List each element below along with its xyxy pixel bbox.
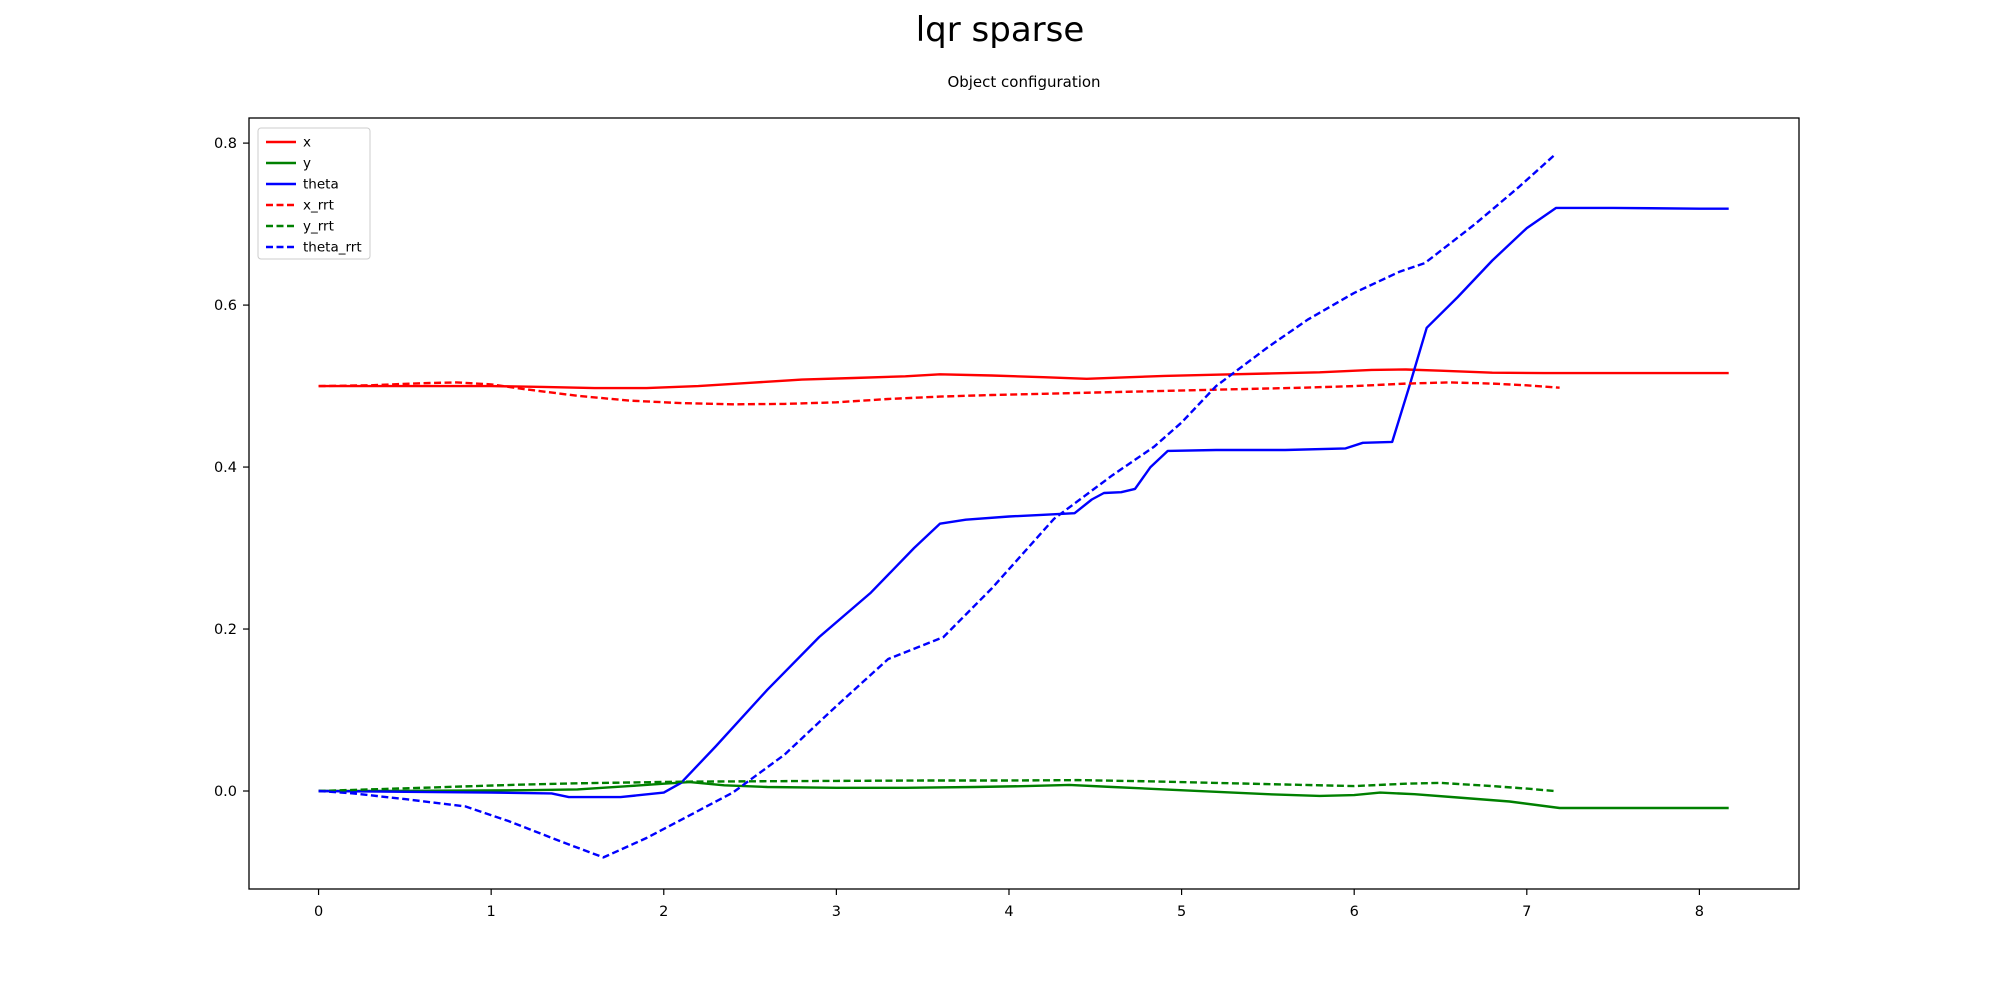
- y-tick-label: 0.4: [214, 460, 237, 476]
- series-line-theta: [318, 206, 1729, 799]
- series-line-theta_rrt: [318, 152, 1557, 859]
- figure-title: lqr sparse: [915, 10, 1085, 50]
- x-tick-label: 4: [1004, 904, 1013, 920]
- series-line-y_rrt: [318, 778, 1555, 793]
- x-tick-label: 7: [1522, 904, 1531, 920]
- legend-label-y: y: [303, 156, 311, 172]
- x-tick-label: 5: [1177, 904, 1186, 920]
- x-tick-label: 0: [314, 904, 323, 920]
- series-line-x: [318, 368, 1729, 390]
- x-tick-label: 3: [832, 904, 841, 920]
- y-tick-label: 0.6: [214, 298, 237, 314]
- y-tick-label: 0.0: [214, 784, 237, 800]
- legend-label-theta_rrt: theta_rrt: [303, 240, 362, 256]
- legend-label-x_rrt: x_rrt: [303, 198, 334, 214]
- x-tick-label: 6: [1350, 904, 1359, 920]
- y-tick-label: 0.2: [214, 622, 237, 638]
- y-tick-label: 0.8: [214, 136, 237, 152]
- legend-label-theta: theta: [303, 177, 339, 193]
- series-line-x_rrt: [318, 381, 1560, 406]
- legend-box: [257, 127, 371, 260]
- x-tick-label: 8: [1695, 904, 1704, 920]
- axes-frame: [248, 117, 1800, 890]
- legend-label-x: x: [303, 135, 311, 151]
- x-tick-label: 2: [659, 904, 668, 920]
- series-line-y: [318, 780, 1729, 810]
- legend-label-y_rrt: y_rrt: [303, 219, 334, 235]
- x-tick-label: 1: [487, 904, 496, 920]
- axes-title: Object configuration: [947, 73, 1101, 91]
